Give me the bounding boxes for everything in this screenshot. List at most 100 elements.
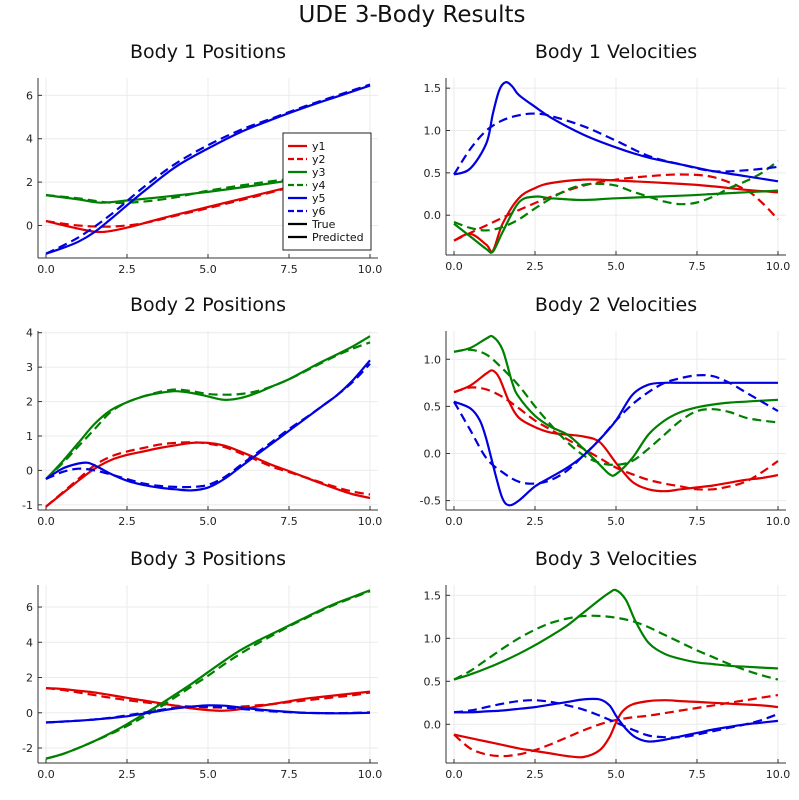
subplot-title: Body 3 Positions xyxy=(130,548,286,570)
subplot-title: Body 2 Velocities xyxy=(535,294,697,316)
legend-box xyxy=(282,132,372,251)
x-tick-label: 10.0 xyxy=(766,260,791,273)
y-tick-label: 6 xyxy=(26,89,33,102)
legend-label: y2 xyxy=(312,153,326,166)
x-tick-label: 10.0 xyxy=(358,515,383,528)
legend-label: Predicted xyxy=(312,231,364,244)
legend-label: y6 xyxy=(312,205,326,218)
legend-label: True xyxy=(311,218,336,231)
x-tick-label: 7.5 xyxy=(688,515,706,528)
x-tick-label: 0.0 xyxy=(445,515,463,528)
y-tick-label: 0.0 xyxy=(424,718,442,731)
legend-label: y4 xyxy=(312,179,326,192)
x-tick-label: 5.0 xyxy=(199,263,217,276)
y-tick-label: 0 xyxy=(26,219,33,232)
legend-label: y5 xyxy=(312,192,326,205)
legend-label: y1 xyxy=(312,140,326,153)
y-tick-label: 2 xyxy=(26,672,33,685)
y-tick-label: 3 xyxy=(26,361,33,374)
x-tick-label: 0.0 xyxy=(37,263,55,276)
series-line-y4 xyxy=(45,162,371,204)
y-tick-label: 4 xyxy=(26,133,33,146)
y-tick-label: 2 xyxy=(26,396,33,409)
x-tick-label: 10.0 xyxy=(358,263,383,276)
series-line-y5 xyxy=(453,697,779,743)
series-group xyxy=(453,81,779,254)
series-group xyxy=(453,588,779,759)
subplot-1: Body 1 Positions 0.0 2.5 5.0 7.5 10.0 0 2 4 6 y1y2… xyxy=(26,41,382,276)
y-tick-label: -1 xyxy=(22,499,33,512)
x-tick-label: 0.0 xyxy=(37,768,55,781)
series-line-y1 xyxy=(453,369,779,493)
y-tick-label: 4 xyxy=(26,636,33,649)
figure-suptitle: UDE 3-Body Results xyxy=(299,2,526,28)
x-tick-label: 5.0 xyxy=(607,768,625,781)
y-tick-label: 2 xyxy=(26,176,33,189)
x-tick-label: 5.0 xyxy=(607,515,625,528)
series-group xyxy=(453,334,779,507)
y-tick-label: 0.5 xyxy=(424,675,442,688)
x-tick-label: 5.0 xyxy=(199,768,217,781)
subplot-title: Body 2 Positions xyxy=(130,294,286,316)
x-tick-label: 2.5 xyxy=(118,515,136,528)
x-tick-label: 7.5 xyxy=(688,260,706,273)
y-tick-label: 4 xyxy=(26,327,33,340)
series-line-y3 xyxy=(453,189,779,254)
subplot-4: Body 2 Velocities 0.0 2.5 5.0 7.5 10.0 -0.5 0.0… xyxy=(420,294,791,528)
x-tick-label: 2.5 xyxy=(526,768,544,781)
series-line-y2 xyxy=(453,694,779,758)
subplot-title: Body 1 Positions xyxy=(130,41,286,63)
series-group xyxy=(45,589,371,760)
x-tick-label: 0.0 xyxy=(37,515,55,528)
series-line-y2 xyxy=(453,386,779,491)
series-line-y1 xyxy=(453,699,779,759)
subplot-6: Body 3 Velocities 0.0 2.5 5.0 7.5 10.0 0.0 0.5 1… xyxy=(424,548,791,781)
x-tick-label: 10.0 xyxy=(766,515,791,528)
y-tick-label: 1.0 xyxy=(424,353,442,366)
series-line-y4 xyxy=(45,590,371,760)
legend-label: y3 xyxy=(312,166,326,179)
x-tick-label: 7.5 xyxy=(688,768,706,781)
x-tick-label: 5.0 xyxy=(607,260,625,273)
series-line-y4 xyxy=(45,341,371,480)
series-line-y2 xyxy=(453,173,779,242)
series-line-y6 xyxy=(45,705,371,724)
series-line-y1 xyxy=(453,178,779,253)
y-tick-label: 1.0 xyxy=(424,632,442,645)
y-tick-label: 0 xyxy=(26,707,33,720)
series-line-y3 xyxy=(453,588,779,681)
series-line-y6 xyxy=(45,362,371,489)
y-tick-label: 6 xyxy=(26,601,33,614)
y-tick-label: 1.5 xyxy=(424,589,442,602)
subplot-2: Body 1 Velocities 0.0 2.5 5.0 7.5 10.0 0.0 0.5 1… xyxy=(424,41,791,273)
subplot-3: Body 2 Positions 0.0 2.5 5.0 7.5 10.0 -1 0 1 2 3 4 xyxy=(22,294,382,528)
subplot-5: Body 3 Positions 0.0 2.5 5.0 7.5 10.0 -2 0 2 4 6 xyxy=(22,548,382,781)
x-tick-label: 5.0 xyxy=(199,515,217,528)
series-line-y2 xyxy=(45,687,371,709)
series-line-y6 xyxy=(45,83,371,255)
series-group xyxy=(45,335,371,508)
series-line-y4 xyxy=(453,348,779,466)
y-tick-label: 1 xyxy=(26,430,33,443)
series-line-y6 xyxy=(453,374,779,485)
x-tick-label: 2.5 xyxy=(526,260,544,273)
x-tick-label: 10.0 xyxy=(766,768,791,781)
y-tick-label: 0.0 xyxy=(424,209,442,222)
y-tick-label: 1.5 xyxy=(424,82,442,95)
series-line-y4 xyxy=(453,160,779,232)
x-tick-label: 2.5 xyxy=(118,263,136,276)
x-tick-label: 7.5 xyxy=(280,263,298,276)
x-tick-label: 7.5 xyxy=(280,515,298,528)
y-tick-label: 0.5 xyxy=(424,400,442,413)
x-tick-label: 2.5 xyxy=(526,515,544,528)
x-tick-label: 0.0 xyxy=(445,260,463,273)
subplot-title: Body 3 Velocities xyxy=(535,548,697,570)
y-tick-label: 0 xyxy=(26,464,33,477)
y-tick-label: 0.5 xyxy=(424,167,442,180)
x-tick-label: 10.0 xyxy=(358,768,383,781)
y-tick-label: -2 xyxy=(22,742,33,755)
series-line-y1 xyxy=(45,687,371,712)
